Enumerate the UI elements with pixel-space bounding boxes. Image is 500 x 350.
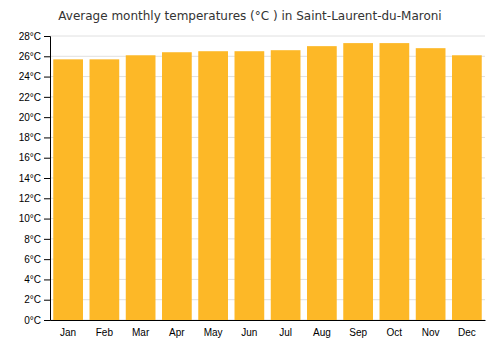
tick: Jul: [279, 327, 292, 338]
tick-mark: [44, 36, 50, 37]
tick-label: 26°C: [19, 51, 41, 62]
tick-mark: [44, 198, 50, 199]
tick-label: Jul: [279, 327, 292, 338]
tick: 8°C: [24, 234, 50, 245]
tick: 18°C: [19, 132, 50, 143]
tick-label: 10°C: [19, 213, 41, 224]
tick-label: Nov: [422, 327, 440, 338]
bar: [90, 59, 120, 320]
tick: 12°C: [19, 193, 50, 204]
tick-label: 22°C: [19, 92, 41, 103]
tick-mark: [44, 77, 50, 78]
tick-mark: [44, 279, 50, 280]
tick: Oct: [387, 327, 403, 338]
tick-label: Mar: [132, 327, 150, 338]
tick: 10°C: [19, 213, 50, 224]
tick-mark: [44, 178, 50, 179]
tick-label: Apr: [169, 327, 185, 338]
bar: [198, 51, 228, 320]
tick-mark: [44, 117, 50, 118]
tick-label: Oct: [387, 327, 403, 338]
tick-label: 4°C: [24, 274, 41, 285]
tick: 2°C: [24, 294, 50, 305]
tick-label: 20°C: [19, 112, 41, 123]
bar: [380, 43, 410, 320]
tick-label: Feb: [96, 327, 114, 338]
bar: [126, 55, 156, 320]
tick-label: Jan: [60, 327, 76, 338]
tick: Dec: [458, 327, 476, 338]
grid: [50, 36, 485, 320]
tick: 26°C: [19, 51, 50, 62]
tick: Mar: [132, 327, 150, 338]
bar: [416, 48, 446, 320]
tick-label: 12°C: [19, 193, 41, 204]
tick-mark: [44, 158, 50, 159]
tick: Feb: [96, 327, 114, 338]
bars: [53, 43, 481, 320]
tick-mark: [44, 56, 50, 57]
bar: [343, 43, 373, 320]
tick: Jan: [60, 327, 76, 338]
tick-label: 28°C: [19, 31, 41, 42]
tick: 28°C: [19, 31, 50, 42]
bar: [307, 46, 337, 320]
tick-mark: [44, 137, 50, 138]
tick-mark: [44, 219, 50, 220]
tick-label: 16°C: [19, 152, 41, 163]
y-axis: 0°C 2°C 4°C 6°C 8°C 10°C 12°C 14°C 16°C 18°C 20°C 2…: [19, 31, 51, 326]
tick-label: 2°C: [24, 294, 41, 305]
plot-area: 0°C 2°C 4°C 6°C 8°C 10°C 12°C 14°C 16°C 18°C 20°C 2…: [19, 31, 486, 338]
tick-label: 6°C: [24, 254, 41, 265]
tick-label: Aug: [313, 327, 331, 338]
tick: Apr: [169, 327, 185, 338]
tick: Jun: [241, 327, 257, 338]
tick: 20°C: [19, 112, 50, 123]
tick: 4°C: [24, 274, 50, 285]
tick: 0°C: [24, 315, 50, 326]
tick-mark: [44, 239, 50, 240]
tick-mark: [44, 259, 50, 260]
tick-label: 8°C: [24, 234, 41, 245]
bar: [271, 50, 301, 320]
tick-label: Jun: [241, 327, 257, 338]
tick: 16°C: [19, 152, 50, 163]
tick: 22°C: [19, 92, 50, 103]
grid-line: [50, 36, 485, 37]
tick-label: 18°C: [19, 132, 41, 143]
tick: May: [204, 327, 223, 338]
tick-label: May: [204, 327, 223, 338]
tick: 6°C: [24, 254, 50, 265]
tick: Sep: [349, 327, 367, 338]
chart: 0°C 2°C 4°C 6°C 8°C 10°C 12°C 14°C 16°C 18°C 20°C 2…: [0, 0, 500, 350]
bar: [235, 51, 265, 320]
bar: [162, 52, 192, 320]
tick-label: Sep: [349, 327, 367, 338]
tick-mark: [44, 320, 50, 321]
tick-mark: [44, 300, 50, 301]
bar: [53, 59, 83, 320]
tick-label: 14°C: [19, 173, 41, 184]
tick-label: 24°C: [19, 71, 41, 82]
tick-mark: [44, 97, 50, 98]
tick: Nov: [422, 327, 440, 338]
tick: Aug: [313, 327, 331, 338]
axis-line: [44, 37, 51, 321]
tick-label: Dec: [458, 327, 476, 338]
x-axis: Jan Feb Mar Apr May Jun Jul Aug Sep Oct Nov Dec: [51, 321, 486, 339]
tick-label: 0°C: [24, 315, 41, 326]
title: Average monthly temperatures (°C ) in Sa…: [58, 9, 441, 23]
tick: 24°C: [19, 71, 50, 82]
bar: [452, 55, 482, 320]
axis-line: [51, 320, 486, 321]
tick: 14°C: [19, 173, 50, 184]
